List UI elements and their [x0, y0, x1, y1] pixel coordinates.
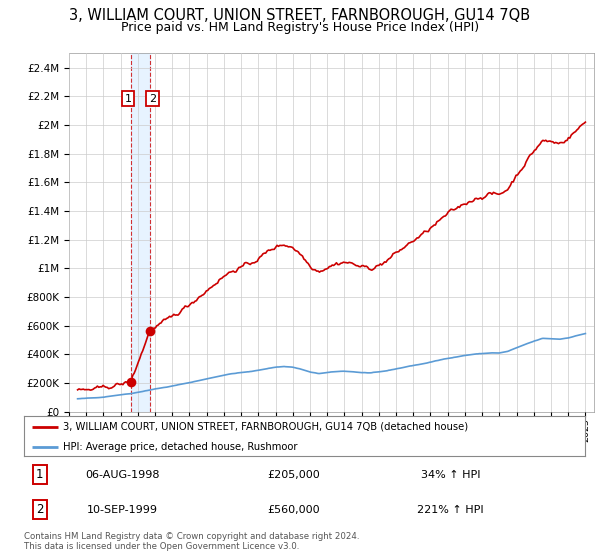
Text: Contains HM Land Registry data © Crown copyright and database right 2024.
This d: Contains HM Land Registry data © Crown c…	[24, 532, 359, 552]
Text: 1: 1	[36, 468, 43, 481]
Text: 3, WILLIAM COURT, UNION STREET, FARNBOROUGH, GU14 7QB: 3, WILLIAM COURT, UNION STREET, FARNBORO…	[70, 8, 530, 24]
Text: 10-SEP-1999: 10-SEP-1999	[86, 505, 158, 515]
Text: 221% ↑ HPI: 221% ↑ HPI	[417, 505, 484, 515]
Text: 34% ↑ HPI: 34% ↑ HPI	[421, 470, 480, 479]
Text: 2: 2	[36, 503, 43, 516]
Text: £560,000: £560,000	[267, 505, 320, 515]
Bar	[131, 53, 150, 412]
Text: 2: 2	[149, 94, 156, 104]
Text: 06-AUG-1998: 06-AUG-1998	[85, 470, 160, 479]
Text: 1: 1	[125, 94, 131, 104]
Text: HPI: Average price, detached house, Rushmoor: HPI: Average price, detached house, Rush…	[63, 442, 298, 452]
Text: Price paid vs. HM Land Registry's House Price Index (HPI): Price paid vs. HM Land Registry's House …	[121, 21, 479, 34]
Text: 3, WILLIAM COURT, UNION STREET, FARNBOROUGH, GU14 7QB (detached house): 3, WILLIAM COURT, UNION STREET, FARNBORO…	[63, 422, 469, 432]
Text: £205,000: £205,000	[267, 470, 320, 479]
